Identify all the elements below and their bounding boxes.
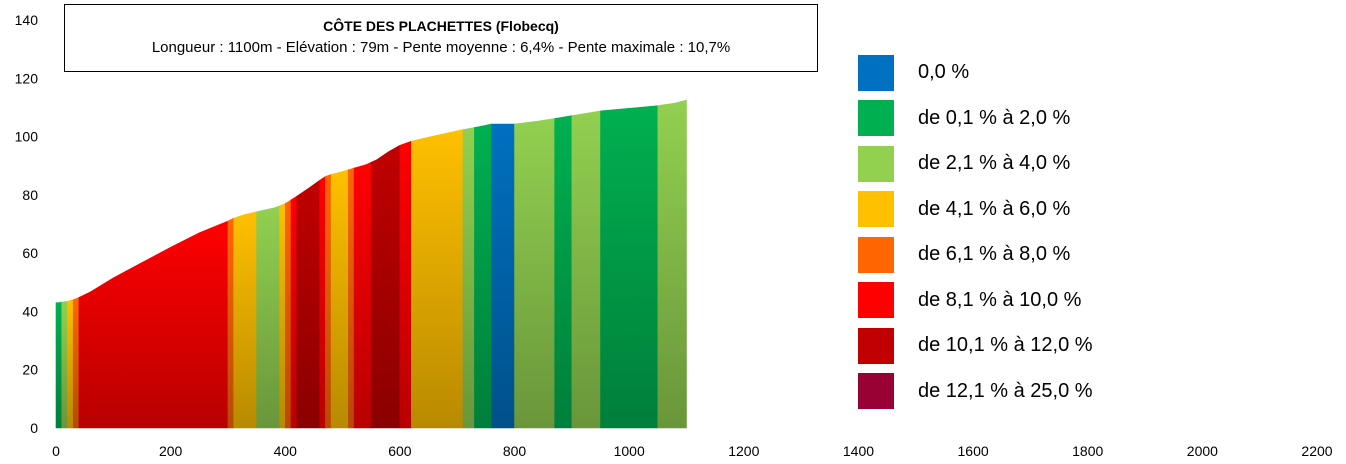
profile-segment	[657, 99, 687, 429]
legend-swatch	[858, 373, 894, 410]
profile-segment	[55, 301, 63, 429]
profile-segment	[474, 123, 492, 429]
legend-swatch	[858, 191, 894, 228]
x-tick-label: 2200	[1301, 443, 1332, 459]
profile-segment	[325, 174, 332, 429]
legend-item: 0,0 %	[858, 50, 1093, 96]
legend-label: de 4,1 % à 6,0 %	[918, 197, 1071, 220]
profile-segment	[399, 140, 412, 429]
profile-segment	[571, 110, 601, 429]
profile-area	[55, 99, 687, 429]
profile-segment	[353, 161, 372, 429]
x-tick-label: 1800	[1072, 443, 1103, 459]
profile-segment	[319, 175, 326, 429]
legend-label: de 2,1 % à 4,0 %	[918, 152, 1071, 175]
legend-label: 0,0 %	[918, 61, 970, 84]
legend-item: de 2,1 % à 4,0 %	[858, 141, 1093, 187]
x-tick-label: 1000	[614, 443, 645, 459]
x-tick-label: 2000	[1187, 443, 1218, 459]
y-tick-label: 140	[15, 12, 39, 28]
profile-segment	[462, 127, 475, 429]
legend-label: de 0,1 % à 2,0 %	[918, 106, 1071, 129]
legend-swatch	[858, 327, 894, 364]
legend-swatch	[858, 145, 894, 182]
legend-swatch	[858, 236, 894, 273]
y-tick-label: 40	[22, 303, 38, 319]
profile-segment	[491, 123, 515, 429]
legend-item: de 12,1 % à 25,0 %	[858, 369, 1093, 415]
chart-title: CÔTE DES PLACHETTES (Flobecq)	[323, 18, 559, 34]
legend-item: de 6,1 % à 8,0 %	[858, 232, 1093, 278]
profile-segment	[284, 199, 292, 429]
profile-segment	[348, 167, 355, 429]
profile-segment	[279, 203, 286, 429]
legend-label: de 12,1 % à 25,0 %	[918, 379, 1093, 402]
profile-segment	[256, 205, 280, 429]
profile-segment	[554, 115, 573, 429]
y-axis-ticks: 0 20 40 60 80 100 120 140	[15, 12, 39, 436]
chart-title-box: CÔTE DES PLACHETTES (Flobecq) Longueur :…	[64, 4, 818, 72]
profile-segment	[296, 179, 320, 429]
profile-segment	[233, 211, 257, 429]
profile-segment	[514, 118, 555, 429]
legend-label: de 6,1 % à 8,0 %	[918, 243, 1071, 266]
x-tick-label: 800	[503, 443, 527, 459]
y-tick-label: 20	[22, 362, 38, 378]
profile-segment	[370, 144, 401, 429]
y-tick-label: 100	[15, 129, 39, 145]
legend: 0,0 % de 0,1 % à 2,0 % de 2,1 % à 4,0 % de …	[858, 50, 1093, 414]
x-tick-label: 400	[274, 443, 298, 459]
legend-swatch	[858, 100, 894, 137]
y-tick-label: 120	[15, 70, 39, 86]
chart-subtitle: Longueur : 1100m - Elévation : 79m - Pen…	[151, 39, 731, 56]
x-tick-label: 0	[52, 443, 60, 459]
profile-segment	[330, 169, 349, 429]
y-tick-label: 60	[22, 245, 38, 261]
x-tick-label: 600	[388, 443, 412, 459]
y-tick-label: 80	[22, 187, 38, 203]
profile-segment	[67, 299, 74, 429]
profile-segment	[600, 105, 659, 429]
legend-item: de 10,1 % à 12,0 %	[858, 323, 1093, 369]
profile-segment	[411, 129, 464, 429]
x-tick-label: 1600	[958, 443, 989, 459]
x-tick-label: 1200	[728, 443, 759, 459]
legend-label: de 10,1 % à 12,0 %	[918, 334, 1093, 357]
profile-segment	[227, 217, 234, 429]
legend-item: de 0,1 % à 2,0 %	[858, 96, 1093, 142]
legend-item: de 4,1 % à 6,0 %	[858, 187, 1093, 233]
legend-item: de 8,1 % à 10,0 %	[858, 278, 1093, 324]
legend-label: de 8,1 % à 10,0 %	[918, 288, 1082, 311]
x-axis-ticks: 0 200 400 600 800 1000 1200 1400 1600 1800 2000 220…	[52, 443, 1333, 459]
legend-swatch	[858, 54, 894, 91]
profile-segment	[290, 195, 298, 429]
y-tick-label: 0	[30, 420, 38, 436]
x-tick-label: 200	[159, 443, 183, 459]
profile-segment	[61, 300, 68, 429]
profile-segment	[72, 296, 80, 429]
profile-segment	[78, 220, 229, 429]
legend-swatch	[858, 282, 894, 319]
x-tick-label: 1400	[843, 443, 874, 459]
